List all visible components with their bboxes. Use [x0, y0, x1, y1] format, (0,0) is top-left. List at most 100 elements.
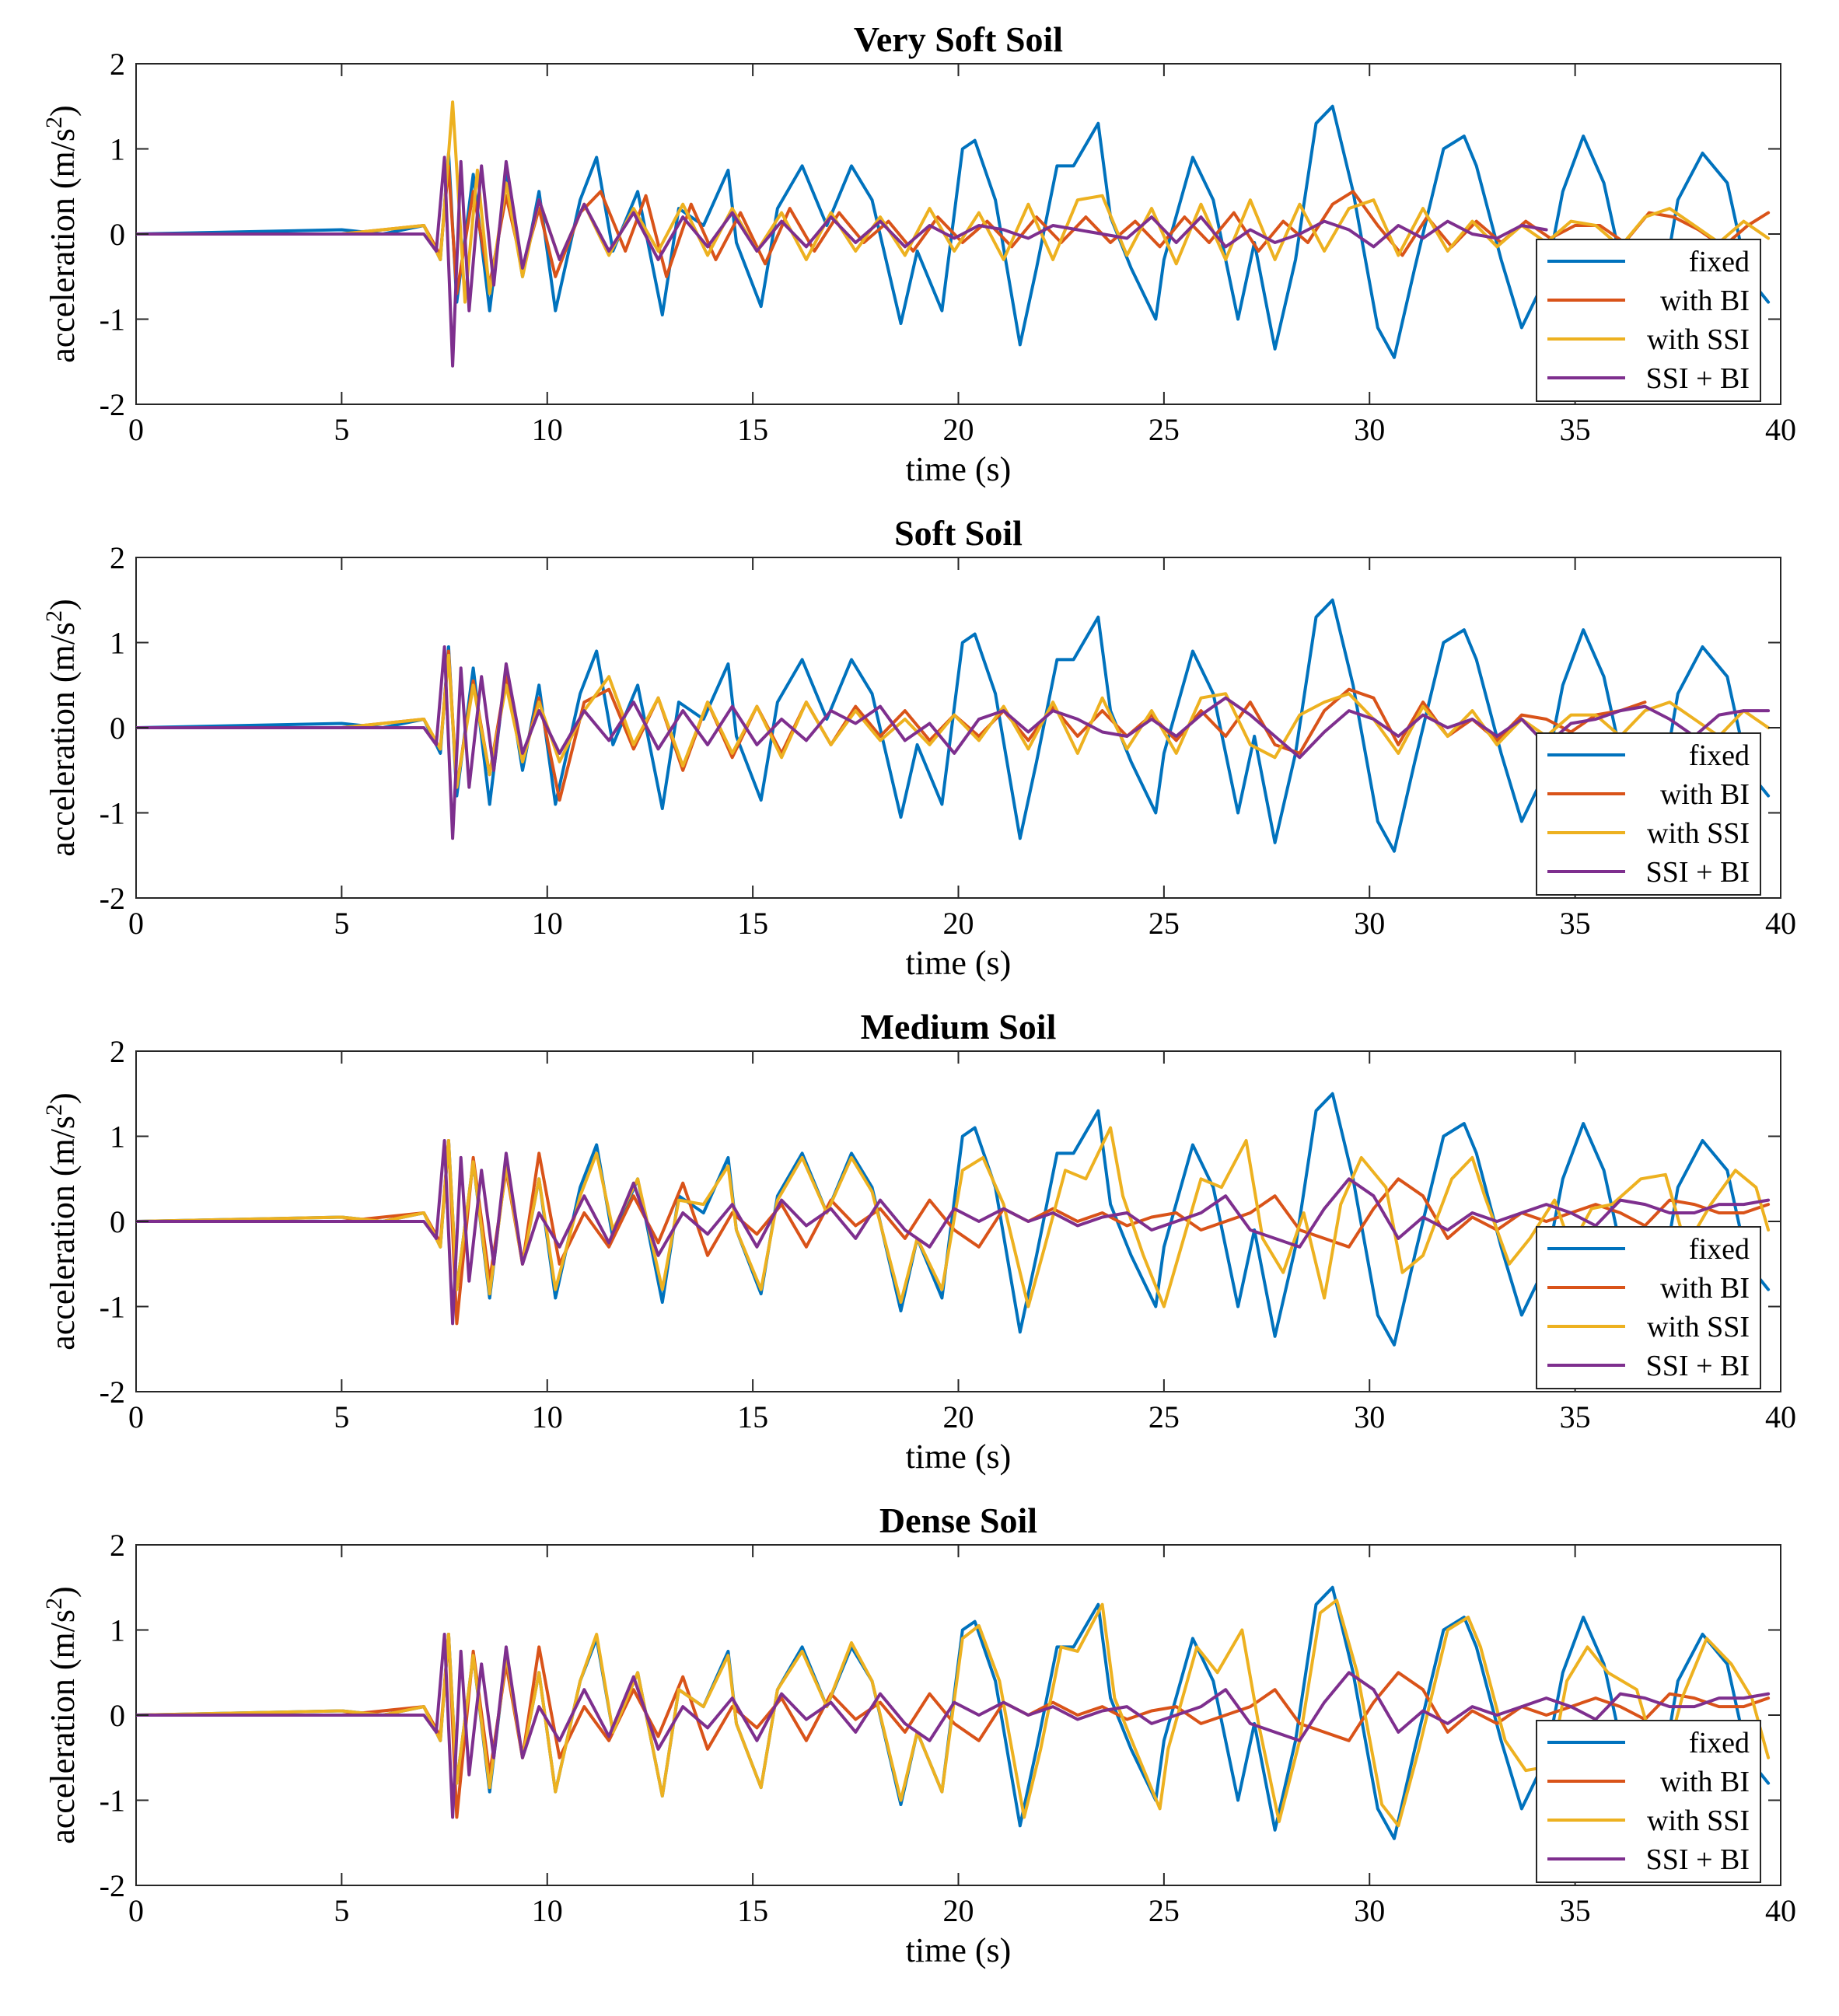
- x-tick-label: 20: [943, 1893, 974, 1928]
- x-tick-label: 5: [334, 1893, 349, 1928]
- chart-title: Very Soft Soil: [854, 19, 1063, 59]
- y-tick-label: 2: [110, 1034, 125, 1069]
- y-tick-label: 1: [110, 1120, 125, 1155]
- y-axis-label-close: ): [44, 1092, 82, 1104]
- legend-box: [1536, 732, 1761, 896]
- x-tick-label: 40: [1765, 1893, 1796, 1928]
- series-line-with-ssi: [136, 1598, 1771, 1828]
- y-axis-label-superscript: 2: [41, 1598, 67, 1609]
- legend: fixed with BI with SSI SSI + BI: [1536, 239, 1761, 402]
- x-axis-label: time (s): [906, 1438, 1012, 1476]
- y-tick-label: -1: [100, 796, 125, 831]
- x-tick-label: 25: [1149, 906, 1180, 941]
- x-tick-label: 25: [1149, 1399, 1180, 1434]
- legend-label: with SSI: [1647, 1311, 1750, 1343]
- legend: fixed with BI with SSI SSI + BI: [1536, 1226, 1761, 1389]
- legend-box: [1536, 1720, 1761, 1883]
- y-tick-label: -1: [100, 1290, 125, 1325]
- y-tick-label: -1: [100, 1784, 125, 1819]
- legend: fixed with BI with SSI SSI + BI: [1536, 1720, 1761, 1883]
- plot-area: [136, 1585, 1771, 1840]
- y-tick-label: 1: [110, 132, 125, 167]
- x-tick-label: 5: [334, 412, 349, 447]
- x-tick-label: 20: [943, 412, 974, 447]
- legend-label: with BI: [1660, 1272, 1750, 1305]
- y-axis-label-superscript: 2: [41, 610, 67, 622]
- legend-box: [1536, 239, 1761, 402]
- x-tick-label: 25: [1149, 412, 1180, 447]
- x-tick-label: 0: [128, 906, 144, 941]
- legend-label: SSI + BI: [1646, 856, 1750, 889]
- y-tick-label: 0: [110, 711, 125, 746]
- x-axis-label: time (s): [906, 450, 1012, 488]
- subplot-1: 0 5 10 15 20 25 30 35 40 -2 -1 0 1 2 Very Soft Soil tim…: [41, 19, 1797, 488]
- series-line-ssi-bi: [136, 645, 1771, 840]
- x-tick-label: 30: [1354, 1893, 1385, 1928]
- x-tick-label: 40: [1765, 906, 1796, 941]
- y-tick-label: 0: [110, 1698, 125, 1733]
- y-axis-label-text: acceleration (m/s: [44, 1116, 82, 1350]
- x-tick-label: 15: [737, 1399, 768, 1434]
- legend-box: [1536, 1226, 1761, 1389]
- x-tick-label: 30: [1354, 1399, 1385, 1434]
- y-tick-label: -2: [100, 387, 125, 422]
- x-tick-label: 20: [943, 906, 974, 941]
- legend-label: SSI + BI: [1646, 362, 1750, 395]
- x-tick-label: 40: [1765, 412, 1796, 447]
- legend-label: with SSI: [1647, 323, 1750, 356]
- legend: fixed with BI with SSI SSI + BI: [1536, 732, 1761, 896]
- legend-label: fixed: [1689, 1727, 1750, 1759]
- y-tick-label: -2: [100, 1375, 125, 1410]
- series-line-ssi-bi: [136, 1139, 1771, 1326]
- y-tick-label: 2: [110, 47, 125, 82]
- x-tick-label: 0: [128, 412, 144, 447]
- y-axis-label-close: ): [44, 105, 82, 117]
- y-axis-label: acceleration (m/s2): [41, 599, 82, 856]
- legend-label: fixed: [1689, 246, 1750, 278]
- x-tick-label: 10: [532, 412, 563, 447]
- x-tick-label: 10: [532, 1893, 563, 1928]
- x-tick-label: 15: [737, 412, 768, 447]
- y-tick-label: 0: [110, 217, 125, 252]
- y-axis-label: acceleration (m/s2): [41, 1092, 82, 1350]
- y-tick-label: 0: [110, 1204, 125, 1239]
- x-tick-label: 5: [334, 906, 349, 941]
- y-axis-label-text: acceleration (m/s: [44, 1609, 82, 1844]
- y-axis-label-superscript: 2: [41, 1104, 67, 1116]
- y-tick-label: 2: [110, 540, 125, 575]
- plot-area: [136, 100, 1771, 368]
- chart-title: Medium Soil: [861, 1007, 1057, 1046]
- series-line-ssi-bi: [136, 155, 1548, 368]
- legend-label: SSI + BI: [1646, 1843, 1750, 1876]
- x-tick-label: 0: [128, 1893, 144, 1928]
- y-tick-label: -2: [100, 881, 125, 916]
- series-line-fixed: [136, 598, 1771, 853]
- legend-label: with BI: [1660, 778, 1750, 811]
- x-tick-label: 20: [943, 1399, 974, 1434]
- subplot-4: 0 5 10 15 20 25 30 35 40 -2 -1 0 1 2 Dense Soil time (s…: [41, 1501, 1797, 1969]
- y-tick-label: 1: [110, 626, 125, 661]
- x-tick-label: 15: [737, 1893, 768, 1928]
- x-tick-label: 35: [1560, 1399, 1591, 1434]
- legend-label: with BI: [1660, 285, 1750, 317]
- x-tick-label: 30: [1354, 412, 1385, 447]
- legend-label: SSI + BI: [1646, 1350, 1750, 1382]
- x-tick-label: 0: [128, 1399, 144, 1434]
- chart-title: Dense Soil: [879, 1501, 1037, 1540]
- subplot-2: 0 5 10 15 20 25 30 35 40 -2 -1 0 1 2 Soft Soil time (s)…: [41, 513, 1797, 982]
- x-tick-label: 25: [1149, 1893, 1180, 1928]
- legend-label: fixed: [1689, 1233, 1750, 1266]
- series-line-fixed: [136, 104, 1771, 359]
- y-axis-label: acceleration (m/s2): [41, 105, 82, 362]
- y-axis-label-superscript: 2: [41, 117, 67, 128]
- x-tick-label: 10: [532, 906, 563, 941]
- y-tick-label: 2: [110, 1528, 125, 1563]
- legend-label: with SSI: [1647, 817, 1750, 850]
- chart-title: Soft Soil: [894, 513, 1023, 553]
- plot-area: [136, 598, 1771, 853]
- y-tick-label: 1: [110, 1613, 125, 1648]
- x-tick-label: 10: [532, 1399, 563, 1434]
- x-tick-label: 35: [1560, 906, 1591, 941]
- y-axis-label-text: acceleration (m/s: [44, 128, 82, 363]
